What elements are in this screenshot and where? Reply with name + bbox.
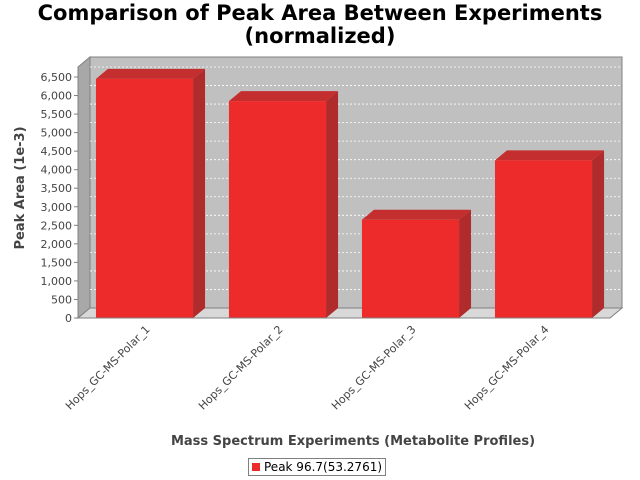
bar	[95, 68, 206, 318]
plot-side-wall	[77, 55, 91, 320]
bar-side	[193, 68, 206, 318]
legend: Peak 96.7(53.2761)	[248, 458, 387, 476]
chart-title-line-1: Comparison of Peak Area Between Experime…	[37, 1, 603, 25]
y-tick-label: 500	[51, 293, 72, 306]
y-tick-label: 5,000	[41, 127, 73, 140]
y-tick-labels: 0 500 1,000 1,500 2,000 2,500 3,000 3,500 4,000 4…	[41, 71, 73, 325]
bar-top	[95, 68, 206, 79]
y-tick-label: 3,500	[41, 182, 73, 195]
bar	[361, 209, 472, 318]
y-tick-label: 6,000	[41, 90, 73, 103]
chart-title: Comparison of Peak Area Between Experime…	[0, 2, 640, 48]
bar-top	[494, 150, 605, 161]
y-axis-label: Peak Area (1e-3)	[13, 126, 28, 249]
y-tick-label: 3,000	[41, 201, 73, 214]
bar-side	[592, 150, 605, 318]
bar-top	[228, 91, 339, 102]
bar	[228, 91, 339, 318]
x-axis-label: Mass Spectrum Experiments (Metabolite Pr…	[171, 434, 535, 449]
x-tick-label: Hops_GC-MS-Polar_3	[329, 323, 419, 413]
bar-top	[361, 209, 472, 220]
x-tick-label: Hops_GC-MS-Polar_4	[462, 323, 552, 413]
y-tick-label: 6,500	[41, 71, 73, 84]
y-tick-label: 2,000	[41, 238, 73, 251]
x-tick-label: Hops_GC-MS-Polar_2	[196, 323, 286, 413]
y-tick-label: 2,500	[41, 219, 73, 232]
bar	[494, 150, 605, 318]
legend-label: Peak 96.7(53.2761)	[264, 460, 383, 474]
y-tick-label: 5,500	[41, 108, 73, 121]
bar-front	[494, 160, 593, 318]
y-tick-label: 1,000	[41, 275, 73, 288]
bar-front	[95, 78, 194, 318]
axes	[74, 67, 610, 319]
y-tick-label: 4,000	[41, 164, 73, 177]
bars	[95, 68, 605, 318]
bar-front	[361, 219, 460, 318]
y-tick-label: 1,500	[41, 256, 73, 269]
chart-title-line-2: (normalized)	[244, 24, 396, 48]
bar-front	[228, 101, 327, 318]
y-tick-label: 4,500	[41, 145, 73, 158]
y-tick-label: 0	[65, 312, 72, 325]
bar-side	[459, 209, 472, 318]
x-tick-label: Hops_GC-MS-Polar_1	[63, 323, 153, 413]
x-tick-labels: Hops_GC-MS-Polar_1 Hops_GC-MS-Polar_2 Hops…	[63, 323, 552, 413]
bar-side	[326, 91, 339, 318]
legend-swatch	[252, 463, 260, 471]
